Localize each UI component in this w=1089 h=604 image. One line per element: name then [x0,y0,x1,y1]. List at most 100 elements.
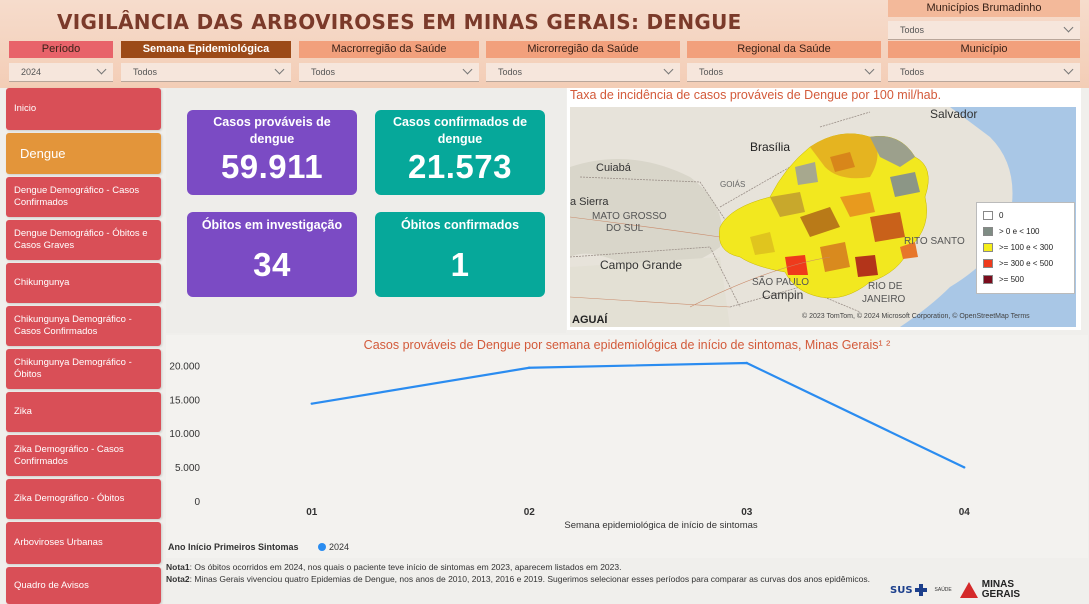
legend-swatch-4 [983,274,993,284]
filter-micro-label: Microrregião da Saúde [486,41,680,58]
sidebar-item-chikungunya-demografico-casos[interactable]: Chikungunya Demográfico - Casos Confirma… [6,306,161,346]
note-2-label: Nota2 [166,574,190,584]
legend-item: >= 100 e < 300 [983,239,1068,255]
filter-macro: Macrorregião da Saúde Todos [299,41,479,82]
map-label-campo-grande: Campo Grande [600,258,682,272]
map-label-do-sul: DO SUL [606,223,644,234]
note-2-text: : Minas Gerais vivenciou quatro Epidemia… [189,574,871,584]
legend-label: >= 300 e < 500 [999,258,1054,268]
sidebar-item-arboviroses-urbanas[interactable]: Arboviroses Urbanas [6,522,161,564]
chevron-down-icon [462,64,473,75]
kpi-casos-confirmados-label: Casos confirmados de dengue [392,115,528,146]
chevron-down-icon [274,64,285,75]
sidebar-item-dengue[interactable]: Dengue [6,133,161,174]
legend-item: >= 300 e < 500 [983,255,1068,271]
map-label-rio: RIO DE [868,281,903,292]
legend-label: > 0 e < 100 [999,226,1040,236]
x-tick-label: 04 [959,507,971,518]
filter-municipio: Município Todos [888,41,1080,82]
sidebar-item-zika-demografico-casos[interactable]: Zika Demográfico - Casos Confirmados [6,435,161,476]
note-2: Nota2: Minas Gerais vivenciou quatro Epi… [166,573,886,585]
chevron-down-icon [663,64,674,75]
x-axis-label: Semana epidemiológica de início de sinto… [564,520,758,531]
filter-macro-select[interactable]: Todos [299,63,479,82]
sus-cross-icon [914,584,927,596]
map-municipality-patches [750,133,920,277]
filter-municipio-select[interactable]: Todos [888,63,1080,82]
gerais-word: GERAIS [981,589,1021,600]
sidebar-item-quadro-de-avisos[interactable]: Quadro de Avisos [6,567,161,604]
y-tick-label: 0 [194,497,200,508]
sidebar-item-dengue-demografico-obitos[interactable]: Dengue Demográfico - Óbitos e Casos Grav… [6,220,161,260]
sidebar-item-chikungunya-demografico-obitos[interactable]: Chikungunya Demográfico - Óbitos [6,349,161,389]
filter-semana-value: Todos [133,67,158,77]
filter-brumadinho-value: Todos [900,25,925,35]
chevron-down-icon [1063,22,1074,33]
legend-label: 0 [999,210,1004,220]
series-line-2024 [311,361,965,469]
filter-semana-select[interactable]: Todos [121,63,291,82]
kpi-casos-provaveis: Casos prováveis de dengue 59.911 [187,110,357,195]
minas-word: MINAS [981,579,1014,590]
sidebar-item-zika[interactable]: Zika [6,392,161,432]
data-point [528,366,531,369]
sidebar-item-dengue-demografico-casos[interactable]: Dengue Demográfico - Casos Confirmados [6,177,161,217]
filter-semana: Semana Epidemiológica Todos [121,41,291,82]
sidebar-item-inicio[interactable]: Inicio [6,88,161,130]
map-label-espirito-santo: RITO SANTO [904,236,965,247]
map-label-goias: GOIÁS [720,180,745,189]
filter-brumadinho-select[interactable]: Todos [888,21,1080,40]
header-bar: VIGILÂNCIA DAS ARBOVIROSES EM MINAS GERA… [0,0,1089,88]
filter-brumadinho-label: Municípios Brumadinho [888,0,1080,17]
legend-swatch-2 [983,242,993,252]
legend-item: >= 500 [983,271,1068,287]
filter-micro-value: Todos [498,67,523,77]
kpi-obitos-investigacao-label: Óbitos em investigação [201,218,343,232]
map-watermark: AGUAÍ [572,313,608,326]
filter-periodo-select[interactable]: 2024 [9,63,113,82]
x-tick-label: 02 [524,507,536,518]
note-1: Nota1: Os óbitos ocorridos em 2024, nos … [166,561,886,573]
kpi-obitos-investigacao-value: 34 [253,246,291,283]
filter-micro-select[interactable]: Todos [486,63,680,82]
minas-triangle-icon [959,582,978,598]
footer-logos: SUS SAÚDE MINAS GERAIS [890,578,1070,602]
filter-semana-label: Semana Epidemiológica [121,41,291,58]
map-label-mato-grosso: MATO GROSSO [592,211,667,222]
legend-label: >= 100 e < 300 [999,242,1054,252]
filter-periodo-label: Período [9,41,113,58]
legend-swatch-0 [983,210,993,220]
map-attribution: © 2023 TomTom, © 2024 Microsoft Corporat… [802,312,1030,320]
map-label-salvador: Salvador [930,107,977,121]
map-label-campinas: Campin [762,288,803,302]
map-title: Taxa de incidência de casos prováveis de… [570,88,942,102]
chevron-down-icon [864,64,875,75]
minas-gerais-logo: MINAS GERAIS [982,580,1020,600]
map-label-janeiro: JANEIRO [862,294,906,305]
kpi-obitos-investigacao: Óbitos em investigação 34 [187,212,357,297]
kpi-obitos-confirmados-value: 1 [450,246,470,283]
legend-title: Ano Início Primeiros Sintomas [168,542,299,552]
map-label-cuiaba: Cuiabá [596,162,632,174]
sus-logo: SUS [890,584,913,596]
map-label-brasilia: Brasília [750,140,790,154]
line-chart[interactable]: 0 5.000 10.000 15.000 20.000 01 02 03 04 Semana e… [166,335,1088,558]
legend-marker [318,543,326,551]
kpi-casos-provaveis-value: 59.911 [220,148,324,185]
filter-regional-value: Todos [699,67,724,77]
x-tick-label: 03 [741,507,753,518]
y-tick-label: 15.000 [169,395,200,406]
legend-swatch-3 [983,258,993,268]
incidence-map[interactable]: Salvador Brasília Cuiabá GOIÁS a Sierra … [570,107,1076,327]
filter-brumadinho: Municípios Brumadinho Todos [888,0,1080,40]
filter-regional-select[interactable]: Todos [687,63,881,82]
map-legend: 0 > 0 e < 100 >= 100 e < 300 >= 300 e < … [976,202,1075,294]
legend-label: >= 500 [999,274,1024,284]
x-tick-label: 01 [306,507,318,518]
sidebar-item-zika-demografico-obitos[interactable]: Zika Demográfico - Óbitos [6,479,161,519]
filter-regional-label: Regional da Saúde [687,41,881,58]
kpi-casos-confirmados-value: 21.573 [408,148,512,185]
sidebar-item-chikungunya[interactable]: Chikungunya [6,263,161,303]
filter-municipio-label: Município [888,41,1080,58]
kpi-obitos-confirmados-label: Óbitos confirmados [400,218,520,232]
